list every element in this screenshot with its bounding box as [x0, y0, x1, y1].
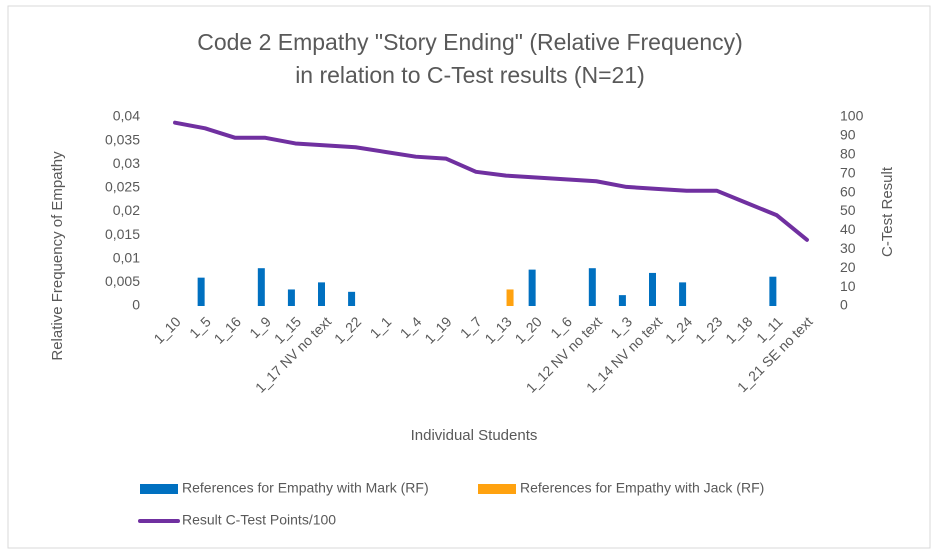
bar [257, 268, 265, 306]
bar [318, 282, 325, 306]
bar [679, 282, 687, 306]
y2-tick-label: 70 [840, 164, 856, 180]
y2-tick-label: 90 [840, 127, 856, 143]
legend-swatch [140, 484, 178, 494]
line [173, 120, 809, 242]
y-tick-label: 0,01 [113, 249, 140, 265]
y2-axis-label: C-Test Result [879, 166, 896, 257]
legend-label: References for Empathy with Jack (RF) [520, 480, 764, 496]
y2-tick-label: 10 [840, 278, 856, 294]
y2-tick-label: 50 [840, 202, 856, 218]
bar [649, 272, 656, 306]
legend-swatch [478, 484, 516, 494]
y-axis-label: Relative Frequency of Empathy [49, 151, 66, 361]
x-axis-label: Individual Students [411, 427, 538, 444]
chart-title: in relation to C-Test results (N=21) [295, 62, 645, 88]
y-tick-label: 0,025 [105, 179, 140, 195]
y2-tick-label: 0 [840, 297, 848, 313]
bar [588, 268, 596, 306]
y-tick-label: 0,015 [105, 226, 140, 242]
y-tick-label: 0 [132, 297, 140, 313]
y2-tick-label: 80 [840, 146, 856, 162]
bar [506, 289, 514, 306]
y-tick-label: 0,04 [113, 108, 140, 124]
y2-tick-label: 40 [840, 221, 856, 237]
bar [287, 289, 295, 306]
bar [618, 295, 626, 306]
y2-tick-label: 100 [840, 108, 864, 124]
y2-tick-label: 30 [840, 240, 856, 256]
y2-tick-label: 60 [840, 183, 856, 199]
legend-label: References for Empathy with Mark (RF) [182, 480, 429, 496]
legend-label: Result C-Test Points/100 [182, 512, 336, 528]
y-tick-label: 0,005 [105, 273, 140, 289]
bar [769, 276, 777, 306]
y-tick-label: 0,02 [113, 202, 140, 218]
bar [528, 269, 536, 306]
bar [348, 291, 356, 306]
bar [197, 277, 205, 306]
y-tick-label: 0,03 [113, 155, 140, 171]
chart-title: Code 2 Empathy "Story Ending" (Relative … [197, 29, 743, 55]
y2-tick-label: 20 [840, 259, 856, 275]
y-tick-label: 0,035 [105, 131, 140, 147]
